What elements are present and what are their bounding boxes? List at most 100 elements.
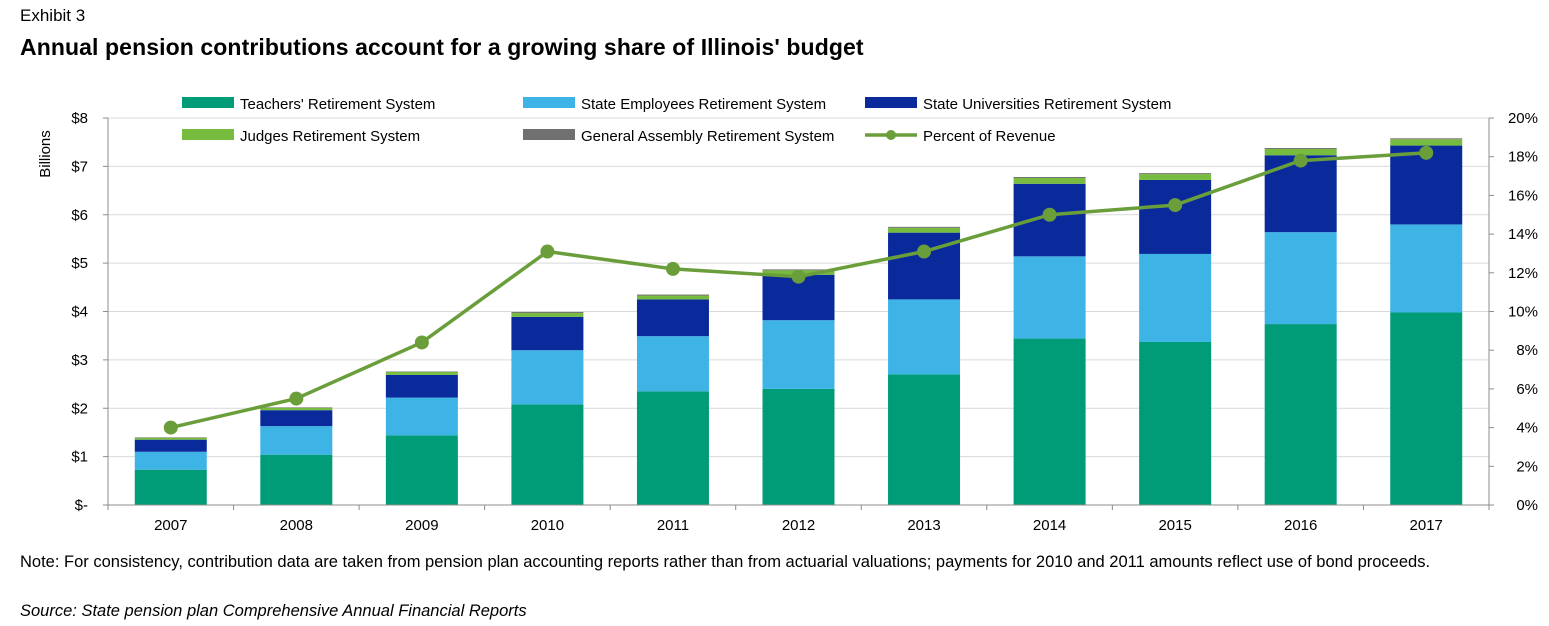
bar-jrs-2008	[260, 407, 333, 411]
percent-point-2013	[917, 244, 932, 259]
y-right-tick-label: 10%	[1508, 304, 1538, 321]
y-left-tick-label: $3	[71, 352, 88, 369]
bar-jrs-2013	[888, 227, 961, 233]
y-right-tick-label: 16%	[1508, 187, 1538, 204]
y-right-tick-label: 14%	[1508, 226, 1538, 243]
bar-surs-2010	[511, 316, 584, 351]
legend-swatch-pct-dot	[886, 130, 896, 140]
axes: $- $1 $2 $3 $4 $5 $6 $7 $8 0% 2% 4% 6% 8% 10% 12% 14% 16%…	[37, 110, 1538, 534]
percent-point-2014	[1042, 207, 1057, 222]
bar-sers-2012	[762, 320, 835, 389]
y-axis-title: Billions	[37, 130, 54, 178]
x-tick-label: 2007	[154, 517, 187, 534]
x-tick-label: 2011	[657, 517, 689, 534]
bar-sers-2013	[888, 299, 961, 375]
bar-trs-2017	[1390, 312, 1463, 505]
bar-jrs-2007	[134, 437, 207, 440]
pension-chart: $- $1 $2 $3 $4 $5 $6 $7 $8 0% 2% 4% 6% 8% 10% 12% 14% 16%…	[37, 96, 1538, 534]
y-left-tick-label: $8	[71, 110, 88, 127]
exhibit-label: Exhibit 3	[20, 6, 86, 25]
y-right-tick-label: 8%	[1516, 342, 1538, 359]
chart-source: Source: State pension plan Comprehensive…	[20, 602, 527, 620]
y-right-tick-label: 12%	[1508, 265, 1538, 282]
bar-jrs-2016	[1264, 148, 1337, 156]
bar-trs-2014	[1013, 338, 1086, 505]
y-right-tick-label: 4%	[1516, 420, 1538, 437]
x-tick-label: 2015	[1158, 517, 1191, 534]
bar-gars-2016	[1264, 147, 1337, 149]
y-left-tick-label: $4	[71, 304, 88, 321]
bar-gars-2013	[888, 226, 961, 228]
y-right-tick-label: 18%	[1508, 149, 1538, 166]
chart-note: Note: For consistency, contribution data…	[20, 553, 1431, 571]
y-right-tick-label: 20%	[1508, 110, 1538, 127]
y-right-tick-label: 6%	[1516, 381, 1538, 398]
bar-jrs-2017	[1390, 139, 1463, 146]
bar-sers-2015	[1139, 253, 1212, 342]
bar-gars-2011	[636, 294, 709, 296]
bar-sers-2008	[260, 426, 333, 455]
bar-jrs-2014	[1013, 177, 1086, 184]
bar-jrs-2015	[1139, 174, 1212, 180]
bar-sers-2007	[134, 451, 207, 470]
percent-point-2011	[665, 261, 680, 276]
x-tick-label: 2016	[1284, 517, 1317, 534]
bar-sers-2017	[1390, 224, 1463, 313]
y-left-tick-label: $1	[71, 449, 88, 466]
bar-sers-2016	[1264, 232, 1337, 325]
bar-gars-2015	[1139, 173, 1212, 175]
percent-point-2015	[1168, 198, 1183, 213]
x-tick-label: 2013	[907, 517, 940, 534]
legend-label-jrs: Judges Retirement System	[240, 128, 420, 145]
bar-surs-2009	[385, 374, 458, 398]
legend-swatch-trs	[182, 97, 234, 108]
percent-point-2009	[414, 335, 429, 350]
y-right-tick-label: 2%	[1516, 458, 1538, 475]
bar-surs-2015	[1139, 179, 1212, 254]
y-left-tick-label: $7	[71, 158, 88, 175]
x-tick-label: 2014	[1033, 517, 1066, 534]
y-left-tick-label: $-	[75, 497, 88, 514]
bar-trs-2008	[260, 454, 333, 505]
x-tick-label: 2010	[531, 517, 564, 534]
bar-sers-2011	[636, 336, 709, 392]
legend-swatch-surs	[865, 97, 917, 108]
legend-swatch-jrs	[182, 129, 234, 140]
bars	[134, 138, 1463, 505]
percent-line	[163, 145, 1434, 435]
bar-trs-2015	[1139, 341, 1212, 505]
x-tick-label: 2017	[1410, 517, 1443, 534]
legend-label-trs: Teachers' Retirement System	[240, 96, 435, 113]
legend-swatch-gars	[523, 129, 575, 140]
bar-trs-2007	[134, 469, 207, 505]
x-tick-label: 2009	[405, 517, 438, 534]
y-right-tick-label: 0%	[1516, 497, 1538, 514]
bar-trs-2010	[511, 404, 584, 505]
bar-trs-2012	[762, 388, 835, 505]
percent-point-2016	[1293, 153, 1308, 168]
chart-title: Annual pension contributions account for…	[20, 34, 864, 60]
bar-surs-2007	[134, 439, 207, 452]
bar-trs-2016	[1264, 324, 1337, 505]
bar-gars-2010	[511, 311, 584, 313]
bar-surs-2008	[260, 410, 333, 427]
legend-label-sers: State Employees Retirement System	[581, 96, 826, 113]
bar-sers-2014	[1013, 256, 1086, 339]
bar-jrs-2010	[511, 312, 584, 317]
bar-sers-2010	[511, 350, 584, 405]
bar-trs-2009	[385, 435, 458, 505]
bar-trs-2013	[888, 374, 961, 505]
percent-point-2007	[163, 420, 178, 435]
legend-label-surs: State Universities Retirement System	[923, 96, 1171, 113]
percent-point-2012	[791, 269, 806, 284]
legend: Teachers' Retirement System State Employe…	[182, 96, 1171, 145]
bar-jrs-2011	[636, 295, 709, 300]
y-left-tick-label: $2	[71, 400, 88, 417]
x-tick-label: 2008	[280, 517, 313, 534]
legend-label-gars: General Assembly Retirement System	[581, 128, 834, 145]
legend-label-pct: Percent of Revenue	[923, 128, 1056, 145]
bar-gars-2017	[1390, 138, 1463, 140]
percent-point-2008	[289, 391, 304, 406]
percent-point-2010	[540, 244, 555, 259]
percent-point-2017	[1419, 145, 1434, 160]
